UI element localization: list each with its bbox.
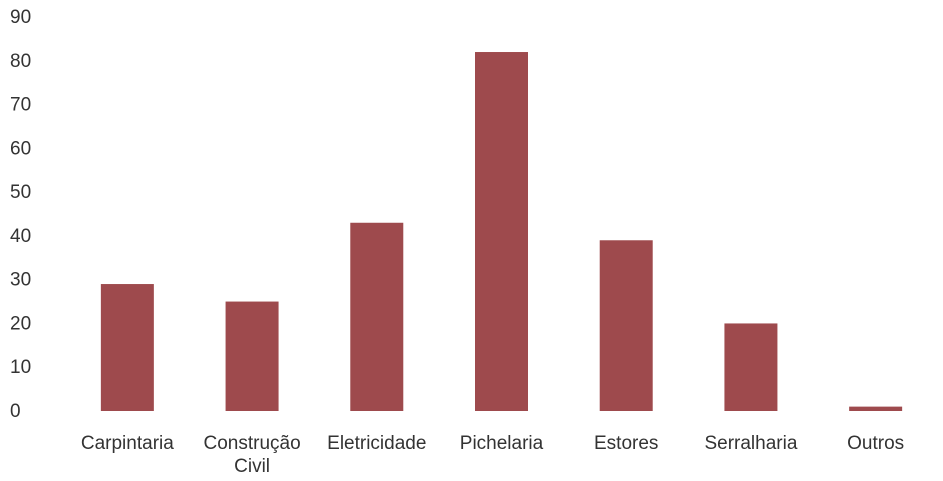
- bar-carpintaria: [100, 284, 154, 411]
- y-tick-label-40: 40: [10, 226, 31, 247]
- y-tick-label-20: 20: [10, 313, 31, 334]
- x-tick-label-pichelaria: Pichelaria: [460, 433, 544, 454]
- x-tick-label-eletricidade: Eletricidade: [327, 433, 426, 454]
- bar-construção-civil: [225, 301, 279, 411]
- y-tick-label-30: 30: [10, 270, 31, 291]
- y-tick-label-90: 90: [10, 7, 31, 28]
- bars: [100, 52, 903, 412]
- bar-eletricidade: [350, 222, 404, 411]
- x-tick-label-serralharia: Serralharia: [704, 433, 797, 454]
- x-tick-label-carpintaria: Carpintaria: [81, 433, 174, 454]
- x-tick-label-outros: Outros: [847, 433, 904, 454]
- x-tick-label-construção-civil: Construção Civil: [203, 433, 300, 477]
- y-tick-label-60: 60: [10, 138, 31, 159]
- bar-estores: [599, 240, 653, 411]
- y-tick-label-0: 0: [10, 401, 21, 422]
- x-axis: Carpintaria Construção Civil Eletricidade Pi…: [81, 433, 904, 477]
- y-tick-label-80: 80: [10, 51, 31, 72]
- y-axis: 0 10 20 30 40 50 60 70 80 90: [10, 7, 31, 422]
- y-tick-label-70: 70: [10, 95, 31, 116]
- y-tick-label-10: 10: [10, 357, 31, 378]
- y-tick-label-50: 50: [10, 182, 31, 203]
- x-tick-label-estores: Estores: [594, 433, 658, 454]
- bar-outros: [849, 406, 903, 411]
- bar-serralharia: [724, 323, 778, 411]
- bar-pichelaria: [475, 52, 528, 412]
